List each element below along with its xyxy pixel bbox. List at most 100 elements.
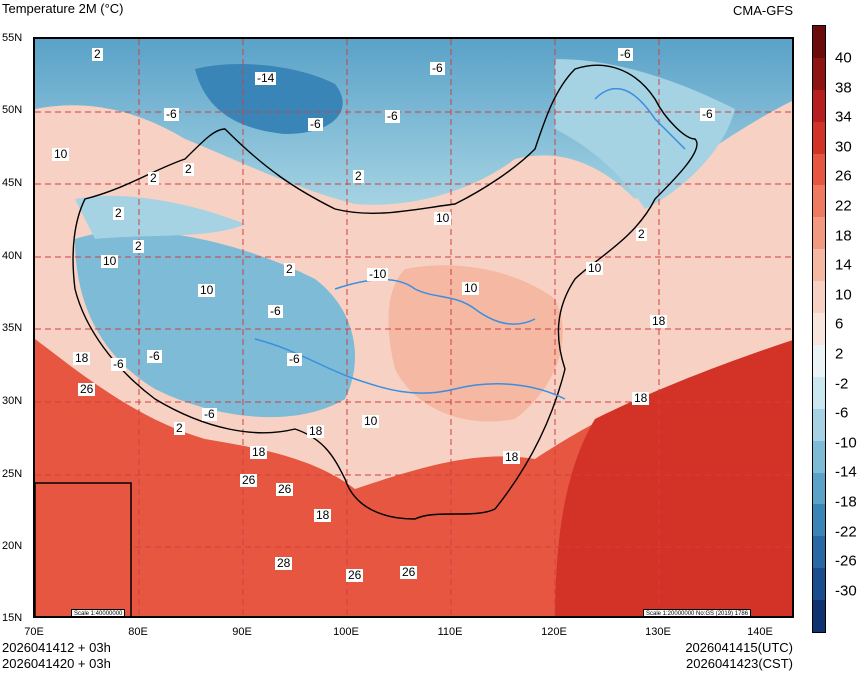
contour-label: -14 bbox=[255, 71, 277, 85]
cold-core-mongolia bbox=[195, 64, 343, 134]
scale-inset-note: Scale 1:40000000 bbox=[71, 609, 126, 616]
lon-label-100: 100E bbox=[333, 626, 359, 638]
lon-label-120: 120E bbox=[541, 626, 567, 638]
country-border-china bbox=[72, 64, 698, 520]
colorbar-segment bbox=[813, 536, 825, 569]
contour-label: 10 bbox=[198, 283, 216, 297]
colorbar-tick-label: 2 bbox=[835, 345, 844, 363]
colorbar-tick-label: 6 bbox=[835, 315, 844, 333]
lat-label-45: 45N bbox=[2, 177, 23, 189]
colorbar-segment bbox=[813, 153, 825, 186]
contour-label: -10 bbox=[367, 267, 389, 281]
cold-region-plateau bbox=[75, 231, 355, 418]
contour-label: 10 bbox=[586, 261, 604, 275]
contour-label: 2 bbox=[113, 206, 124, 220]
scale-main-note: Scale 1:20000000 No:GS (2019) 1786 bbox=[643, 609, 752, 616]
cold-northeast bbox=[555, 59, 735, 209]
colorbar-tick-label: 14 bbox=[835, 256, 852, 274]
colorbar bbox=[812, 25, 826, 633]
inset-box bbox=[35, 482, 132, 616]
valid-time-utc: 2026041415(UTC) bbox=[685, 640, 793, 655]
contour-label: 2 bbox=[92, 47, 103, 61]
cold-region-tarim-edge bbox=[75, 195, 245, 239]
contour-label: -6 bbox=[385, 109, 400, 123]
contour-label: 18 bbox=[650, 314, 668, 328]
colorbar-segment bbox=[813, 249, 825, 282]
map-panel: Scale 1:40000000 Scale 1:20000000 No:GS … bbox=[33, 37, 794, 618]
contour-label: -6 bbox=[147, 349, 162, 363]
colorbar-tick-label: -14 bbox=[835, 463, 857, 481]
colorbar-segment bbox=[813, 472, 825, 505]
contour-label: 18 bbox=[73, 351, 91, 365]
colorbar-segment bbox=[813, 26, 825, 59]
lat-label-20: 20N bbox=[2, 540, 23, 552]
lon-label-90: 90E bbox=[232, 626, 252, 638]
lat-label-15: 15N bbox=[2, 612, 23, 624]
contour-label: 2 bbox=[174, 421, 185, 435]
warm-region-sea bbox=[555, 340, 792, 616]
contour-label: 10 bbox=[52, 147, 70, 161]
contour-label: 2 bbox=[353, 169, 364, 183]
contour-label: 2 bbox=[284, 262, 295, 276]
contour-label: 10 bbox=[362, 414, 380, 428]
contour-label: 10 bbox=[462, 281, 480, 295]
colorbar-tick-label: 34 bbox=[835, 108, 852, 126]
colorbar-segment bbox=[813, 376, 825, 410]
lon-label-140: 140E bbox=[747, 626, 773, 638]
colorbar-segment bbox=[813, 313, 825, 346]
lat-label-35: 35N bbox=[2, 322, 23, 334]
init-time-cst: 2026041420 + 03h bbox=[2, 656, 111, 671]
colorbar-segment bbox=[813, 281, 825, 314]
colorbar-segment bbox=[813, 121, 825, 155]
lon-label-130: 130E bbox=[645, 626, 671, 638]
lat-label-30: 30N bbox=[2, 395, 23, 407]
valid-time-cst: 2026041423(CST) bbox=[686, 656, 793, 671]
contour-label: -6 bbox=[164, 107, 179, 121]
init-time-utc: 2026041412 + 03h bbox=[2, 640, 111, 655]
colorbar-tick-label: -2 bbox=[835, 375, 849, 393]
contour-label: 18 bbox=[503, 450, 521, 464]
contour-label: 28 bbox=[275, 556, 293, 570]
lon-label-110: 110E bbox=[437, 626, 463, 638]
lon-label-80: 80E bbox=[128, 626, 148, 638]
contour-label: -6 bbox=[268, 304, 283, 318]
contour-label: -6 bbox=[202, 407, 217, 421]
colorbar-tick-label: 26 bbox=[835, 167, 852, 185]
contour-label: -6 bbox=[430, 61, 445, 75]
lat-label-40: 40N bbox=[2, 250, 23, 262]
colorbar-segment bbox=[813, 440, 825, 474]
colorbar-tick-label: -10 bbox=[835, 434, 857, 452]
colorbar-segment bbox=[813, 600, 825, 633]
contour-label: 18 bbox=[314, 508, 332, 522]
contour-label: 26 bbox=[400, 565, 418, 579]
colorbar-tick-label: 40 bbox=[835, 49, 852, 67]
graticule bbox=[35, 39, 792, 616]
contour-label: 2 bbox=[636, 227, 647, 241]
colorbar-segment bbox=[813, 217, 825, 250]
contour-label: 26 bbox=[240, 473, 258, 487]
contour-label: -6 bbox=[308, 117, 323, 131]
contour-label: 10 bbox=[101, 254, 119, 268]
colorbar-segment bbox=[813, 185, 825, 218]
colorbar-tick-label: 38 bbox=[835, 79, 852, 97]
model-name: CMA-GFS bbox=[733, 3, 793, 18]
colorbar-tick-label: 10 bbox=[835, 286, 852, 304]
colorbar-tick-label: 18 bbox=[835, 227, 852, 245]
contour-label: -6 bbox=[618, 47, 633, 61]
contour-label: 18 bbox=[632, 391, 650, 405]
lat-label-55: 55N bbox=[2, 32, 23, 44]
colorbar-tick-label: -26 bbox=[835, 552, 857, 570]
colorbar-segment bbox=[813, 57, 825, 91]
contour-label: -6 bbox=[287, 352, 302, 366]
contour-label: 18 bbox=[307, 424, 325, 438]
mild-region-east-china bbox=[388, 265, 563, 422]
lat-label-25: 25N bbox=[2, 468, 23, 480]
colorbar-tick-label: -22 bbox=[835, 523, 857, 541]
lat-label-50: 50N bbox=[2, 104, 23, 116]
temperature-map bbox=[35, 39, 792, 616]
contour-label: 10 bbox=[434, 211, 452, 225]
chart-title: Temperature 2M (°C) bbox=[2, 1, 124, 16]
colorbar-tick-label: -18 bbox=[835, 493, 857, 511]
contour-label: 2 bbox=[183, 162, 194, 176]
colorbar-tick-label: 30 bbox=[835, 138, 852, 156]
